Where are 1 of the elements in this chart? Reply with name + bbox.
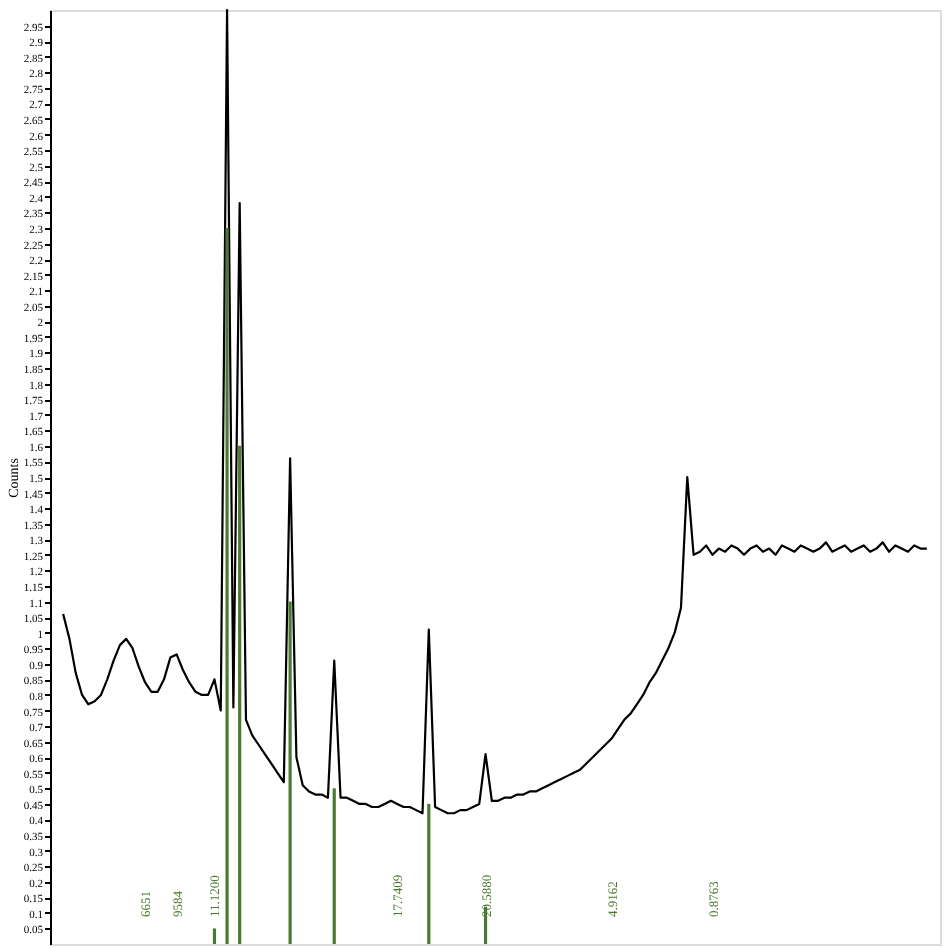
line-series bbox=[62, 8, 928, 815]
